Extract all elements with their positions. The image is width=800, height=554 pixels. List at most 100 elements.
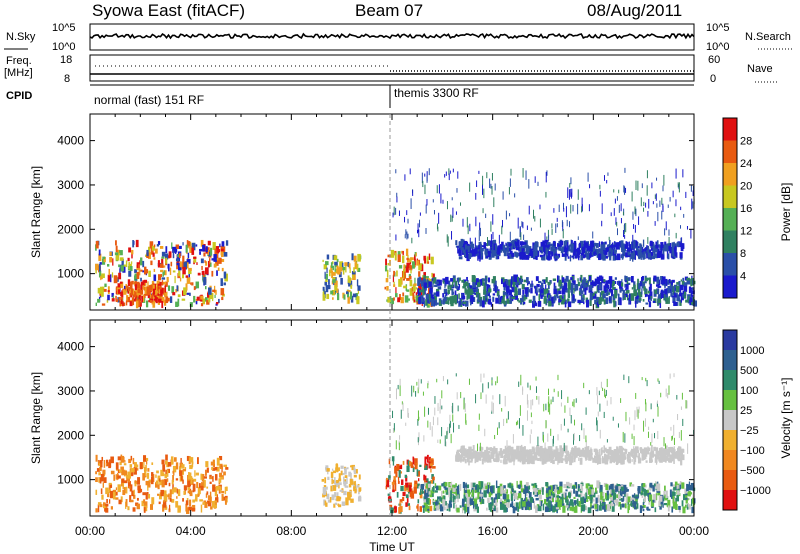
heatmap-cell <box>430 256 434 265</box>
heatmap-cell <box>542 487 544 495</box>
heatmap-cell <box>674 481 678 489</box>
heatmap-cell <box>223 252 228 257</box>
heatmap-cell <box>164 253 169 260</box>
heatmap-cell <box>446 503 450 509</box>
heatmap-cell <box>474 247 478 255</box>
heatmap-cell <box>130 288 133 296</box>
heatmap-cell <box>665 445 668 453</box>
heatmap-cell <box>654 507 657 513</box>
heatmap-cell <box>529 283 534 288</box>
heatmap-cell <box>348 484 352 488</box>
heatmap-cell <box>540 287 545 294</box>
x-tick-label: 20:00 <box>578 524 608 538</box>
heatmap-cell <box>104 283 107 288</box>
colorbar-swatch <box>723 275 737 299</box>
heatmap-cell <box>508 279 511 288</box>
heatmap-cell <box>544 506 549 513</box>
heatmap-cell <box>605 484 609 491</box>
heatmap-cell <box>486 255 489 259</box>
heatmap-cell <box>161 297 165 303</box>
heatmap-cell <box>430 479 433 484</box>
heatmap-cell <box>602 450 604 453</box>
heatmap-cell <box>109 484 113 488</box>
heatmap-cell <box>208 294 211 303</box>
heatmap-cell <box>547 281 551 286</box>
heatmap-cell <box>686 483 689 492</box>
heatmap-cell <box>119 461 122 466</box>
heatmap-cell <box>672 297 675 302</box>
heatmap-cell <box>622 495 625 501</box>
freq-tick-top: 18 <box>60 54 72 66</box>
heatmap-cell <box>422 288 425 296</box>
heatmap-cell <box>434 284 438 287</box>
heatmap-cell <box>410 198 412 209</box>
heatmap-cell <box>191 282 194 286</box>
heatmap-cell <box>683 213 685 218</box>
heatmap-cell <box>641 448 645 454</box>
heatmap-cell <box>202 244 206 252</box>
heatmap-cell <box>502 245 506 250</box>
heatmap-cell <box>102 482 104 488</box>
heatmap-cell <box>476 278 479 285</box>
heatmap-cell <box>447 427 449 435</box>
heatmap-cell <box>611 450 615 458</box>
heatmap-cell <box>205 246 208 253</box>
heatmap-cell <box>649 482 653 489</box>
heatmap-cell <box>471 243 475 249</box>
heatmap-cell <box>518 282 521 286</box>
heatmap-cell <box>654 458 658 463</box>
heatmap-cell <box>161 256 165 259</box>
heatmap-cell <box>633 241 636 249</box>
heatmap-cell <box>613 295 617 299</box>
heatmap-cell <box>631 459 633 462</box>
heatmap-cell <box>587 496 590 499</box>
heatmap-cell <box>197 493 200 497</box>
heatmap-cell <box>681 281 685 287</box>
heatmap-cell <box>400 297 404 304</box>
heatmap-cell <box>203 479 206 488</box>
heatmap-cell <box>548 489 552 496</box>
heatmap-cell <box>439 439 441 444</box>
heatmap-cell <box>492 250 497 257</box>
heatmap-cell <box>578 243 580 252</box>
heatmap-cell <box>399 293 401 301</box>
heatmap-cell <box>609 239 611 246</box>
heatmap-cell <box>423 288 426 295</box>
heatmap-cell <box>210 461 215 466</box>
heatmap-cell <box>557 458 559 465</box>
heatmap-cell <box>153 294 157 302</box>
heatmap-cell <box>528 246 532 250</box>
heatmap-cell <box>471 275 476 283</box>
heatmap-cell <box>618 486 622 489</box>
heatmap-cell <box>200 239 204 247</box>
heatmap-cell <box>549 449 553 455</box>
heatmap-cell <box>161 300 164 309</box>
heatmap-cell <box>352 293 357 298</box>
heatmap-cell <box>570 188 572 197</box>
heatmap-cell <box>669 489 672 498</box>
heatmap-cell <box>603 285 607 294</box>
heatmap-cell <box>564 300 567 308</box>
heatmap-cell <box>131 490 135 497</box>
heatmap-cell <box>167 494 169 498</box>
heatmap-cell <box>461 301 464 305</box>
heatmap-cell <box>125 260 128 268</box>
heatmap-cell <box>606 439 608 443</box>
heatmap-cell <box>628 503 630 511</box>
heatmap-cell <box>473 498 478 506</box>
heatmap-cell <box>119 268 121 276</box>
heatmap-cell <box>659 506 662 510</box>
heatmap-cell <box>334 261 338 266</box>
heatmap-cell <box>635 300 637 308</box>
heatmap-cell <box>509 250 513 257</box>
heatmap-cell <box>518 450 521 457</box>
heatmap-cell <box>526 410 528 421</box>
heatmap-cell <box>458 256 463 260</box>
heatmap-cell <box>322 291 325 297</box>
heatmap-cell <box>668 460 670 463</box>
heatmap-cell <box>160 263 164 268</box>
heatmap-cell <box>478 481 481 488</box>
heatmap-cell <box>622 289 625 298</box>
heatmap-cell <box>539 204 541 210</box>
heatmap-cell <box>617 293 620 302</box>
